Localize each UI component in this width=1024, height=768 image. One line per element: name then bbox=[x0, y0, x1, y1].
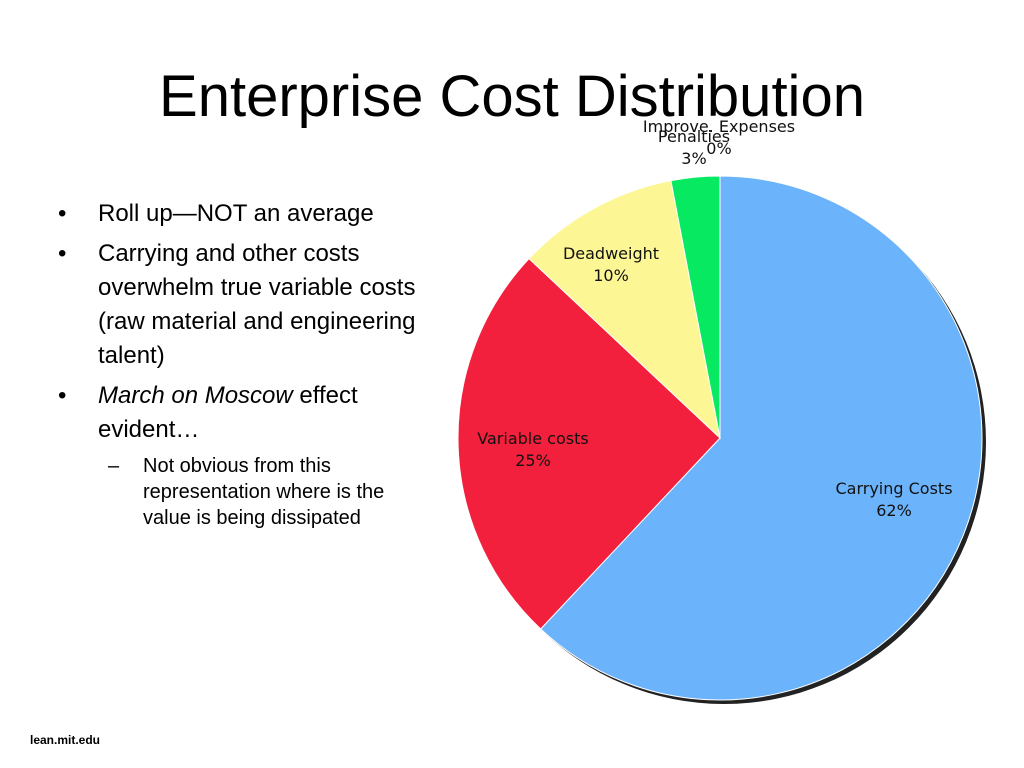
slice-value-variable-costs: 25% bbox=[515, 451, 551, 470]
slice-label-improve-expenses: Improve. Expenses bbox=[643, 117, 795, 136]
bullet-list: • Roll up—NOT an average • Carrying and … bbox=[58, 197, 418, 531]
pie-slice-deadweight bbox=[528, 180, 721, 440]
slide-title: Enterprise Cost Distribution bbox=[159, 64, 865, 129]
slice-label-deadweight: Deadweight bbox=[563, 244, 659, 263]
bullet-text: effect evident… bbox=[98, 382, 358, 443]
sub-bullet-dash: – bbox=[108, 455, 120, 477]
sub-bullet-item: – Not obvious from this representation w… bbox=[58, 453, 418, 531]
slice-value-improve-expenses: 0% bbox=[706, 139, 731, 158]
sub-bullet-text: Not obvious from this representation whe… bbox=[143, 455, 385, 529]
slice-value-deadweight: 10% bbox=[593, 266, 629, 285]
slice-value-penalties: 3% bbox=[681, 149, 706, 168]
bullet-item: • March on Moscow effect evident… bbox=[58, 379, 418, 447]
bullet-dot: • bbox=[58, 382, 67, 409]
slice-label-penalties: Penalties bbox=[658, 127, 730, 146]
slice-label-carrying-costs: Carrying Costs bbox=[835, 479, 952, 498]
bullet-dot: • bbox=[58, 240, 67, 267]
bullet-text: Roll up—NOT an average bbox=[98, 200, 374, 227]
slice-value-carrying-costs: 62% bbox=[876, 501, 912, 520]
slice-label-variable-costs: Variable costs bbox=[477, 429, 588, 448]
bullet-text: Carrying and other costs overwhelm true … bbox=[98, 240, 416, 369]
pie-slice-penalties bbox=[670, 175, 721, 439]
bullet-italic-text: March on Moscow bbox=[98, 382, 293, 409]
bullet-item: • Roll up—NOT an average bbox=[58, 197, 418, 231]
pie-slice-carrying-costs bbox=[539, 175, 983, 701]
bullet-item: • Carrying and other costs overwhelm tru… bbox=[58, 237, 418, 373]
bullet-dot: • bbox=[58, 200, 67, 227]
pie-slice-variable-costs bbox=[457, 257, 721, 630]
footer-url: lean.mit.edu bbox=[30, 733, 101, 747]
